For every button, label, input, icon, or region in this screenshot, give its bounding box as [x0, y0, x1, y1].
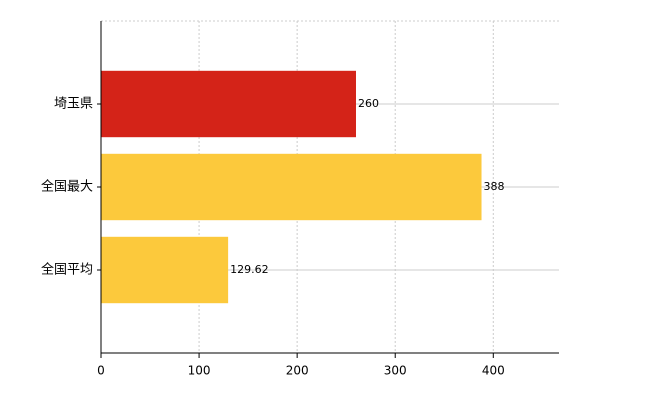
x-tick-label: 0: [97, 364, 105, 378]
y-tick-label: 埼玉県: [54, 97, 93, 112]
y-tick-label: 全国平均: [41, 262, 93, 278]
value-label: 388: [484, 180, 505, 193]
x-tick-label: 100: [188, 364, 211, 378]
bar: [101, 236, 229, 304]
x-tick-label: 400: [482, 364, 505, 378]
x-tick-label: 200: [286, 364, 309, 378]
value-label: 260: [358, 97, 379, 110]
bar: [101, 70, 356, 138]
x-tick-label: 300: [384, 364, 407, 378]
value-label: 129.62: [230, 263, 268, 276]
bar: [101, 153, 482, 221]
y-tick-label: 全国最大: [41, 179, 93, 195]
